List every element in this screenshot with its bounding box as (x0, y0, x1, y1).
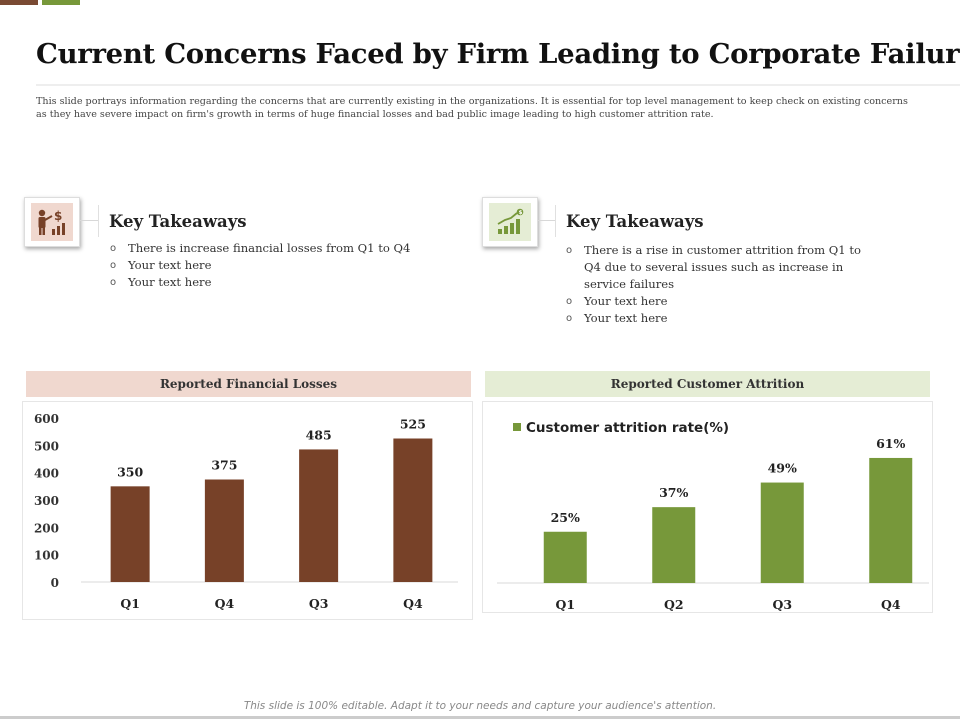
data-label: 25% (551, 510, 580, 525)
takeaway-icon-box-2: $ (482, 197, 538, 247)
chart-header-financial-losses: Reported Financial Losses (26, 371, 471, 397)
legend-swatch (513, 423, 521, 431)
takeaway-item: Your text here (565, 310, 870, 327)
x-tick-label: Q1 (555, 597, 575, 612)
takeaway-heading-2: Key Takeaways (566, 212, 704, 231)
x-tick-label: Q4 (215, 596, 235, 611)
y-tick-label: 0 (51, 576, 59, 590)
data-label: 375 (211, 458, 237, 473)
bar (543, 531, 587, 583)
svg-text:$: $ (54, 209, 62, 223)
takeaway-divider-2 (555, 205, 556, 237)
y-tick-label: 300 (34, 494, 59, 508)
financial-losses-svg: 0 100 200 300 400 500 600 350 Q1 375 Q4 485 Q3 525 Q4 (34, 412, 458, 611)
bar (760, 482, 804, 583)
takeaway-icon-box-1: $ (24, 197, 80, 247)
takeaway-divider-1 (98, 205, 99, 237)
accent-bar-brown (0, 0, 38, 5)
title-divider (36, 84, 960, 86)
footer-divider (0, 716, 960, 719)
customer-attrition-svg: Customer attrition rate(%) 25% Q1 37% Q2 49% Q… (497, 420, 929, 612)
y-tick-label: 200 (34, 521, 59, 535)
y-tick-label: 100 (34, 549, 59, 563)
financial-loss-presenter-icon: $ (31, 203, 73, 241)
x-tick-label: Q4 (403, 596, 423, 611)
takeaway-connector-2 (538, 220, 555, 221)
data-label: 525 (400, 417, 426, 432)
y-tick-label: 400 (34, 467, 59, 481)
growth-bar-chart-icon: $ (489, 203, 531, 241)
takeaway-item: There is a rise in customer attrition fr… (565, 242, 870, 293)
takeaway-list-1: There is increase financial losses from … (109, 240, 449, 291)
accent-bar-green (42, 0, 80, 5)
takeaway-item: Your text here (565, 293, 870, 310)
svg-text:$: $ (519, 210, 523, 216)
chart-customer-attrition: Customer attrition rate(%) 25% Q1 37% Q2 49% Q… (482, 401, 933, 613)
y-tick-label: 600 (34, 412, 59, 426)
legend-label: Customer attrition rate(%) (526, 420, 729, 436)
bar (204, 479, 244, 582)
x-tick-label: Q1 (120, 596, 140, 611)
takeaway-item: There is increase financial losses from … (109, 240, 449, 257)
takeaway-item: Your text here (109, 274, 449, 291)
slide-subtitle: This slide portrays information regardin… (36, 96, 908, 120)
data-label: 485 (306, 427, 332, 442)
data-label: 37% (659, 485, 688, 500)
takeaway-heading-1: Key Takeaways (109, 212, 247, 231)
x-tick-label: Q4 (881, 597, 901, 612)
data-label: 61% (876, 436, 905, 451)
takeaway-list-2: There is a rise in customer attrition fr… (565, 242, 870, 327)
chart-financial-losses: 0 100 200 300 400 500 600 350 Q1 375 Q4 485 Q3 525 Q4 (22, 401, 473, 620)
bar (869, 457, 913, 583)
bar (652, 507, 696, 583)
bar (110, 486, 150, 582)
x-tick-label: Q3 (309, 596, 329, 611)
bar (393, 438, 433, 582)
x-tick-label: Q2 (664, 597, 684, 612)
x-tick-label: Q3 (772, 597, 792, 612)
footer-note: This slide is 100% editable. Adapt it to… (243, 700, 717, 712)
chart-header-customer-attrition: Reported Customer Attrition (485, 371, 930, 397)
takeaway-item: Your text here (109, 257, 449, 274)
data-label: 350 (117, 464, 143, 479)
y-tick-label: 500 (34, 439, 59, 453)
slide-title: Current Concerns Faced by Firm Leading t… (36, 38, 960, 70)
bar (299, 449, 339, 582)
takeaway-connector-1 (80, 220, 98, 221)
data-label: 49% (768, 461, 797, 476)
